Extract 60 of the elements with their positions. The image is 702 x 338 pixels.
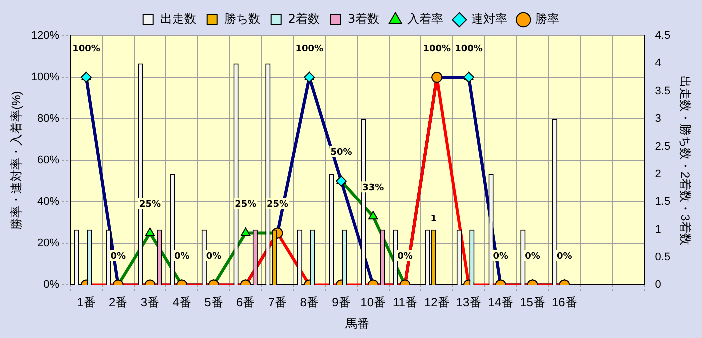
data-label: 0% bbox=[174, 252, 190, 262]
y2-tick-label: 4 bbox=[655, 58, 662, 70]
data-label: 100% bbox=[296, 44, 324, 54]
x-tick-label: 8番 bbox=[300, 296, 319, 310]
x-tick-label: 13番 bbox=[456, 296, 482, 310]
data-label: 100% bbox=[423, 44, 452, 54]
y2-tick-label: 0 bbox=[655, 279, 662, 292]
y-tick-label: 60% bbox=[38, 154, 60, 167]
legend-label: 入着率 bbox=[408, 12, 444, 26]
x-axis-title: 馬番 bbox=[344, 317, 370, 332]
data-label: 25% bbox=[235, 200, 257, 210]
y2-tick-label: 3.5 bbox=[655, 85, 671, 98]
legend-label: 3着数 bbox=[348, 12, 380, 26]
y-axis-title: 勝率・連対率・入着率(%) bbox=[10, 91, 24, 230]
y2-tick-label: 2.5 bbox=[655, 140, 671, 153]
legend-label: 勝ち数 bbox=[224, 12, 260, 26]
y2-tick-label: 4.5 bbox=[655, 30, 671, 42]
data-label: 0% bbox=[493, 252, 509, 262]
data-label: 1 bbox=[430, 214, 438, 225]
data-label: 0% bbox=[110, 252, 126, 262]
x-tick-label: 4番 bbox=[172, 296, 192, 310]
x-tick-label: 15番 bbox=[520, 296, 546, 310]
data-label: 0% bbox=[525, 252, 540, 262]
x-tick-label: 3番 bbox=[140, 296, 160, 310]
legend-label: 連対率 bbox=[472, 12, 508, 26]
data-label: 50% bbox=[330, 148, 352, 158]
y2-tick-label: 1.5 bbox=[655, 196, 671, 208]
data-label: 25% bbox=[139, 200, 161, 210]
x-tick-label: 5番 bbox=[204, 296, 224, 310]
data-label: 0% bbox=[206, 252, 222, 262]
y-tick-label: 80% bbox=[38, 113, 60, 126]
data-label: 100% bbox=[455, 44, 483, 54]
data-label: 33% bbox=[362, 184, 384, 194]
y2-tick-label: 3 bbox=[655, 113, 662, 126]
y-tick-label: 40% bbox=[38, 196, 60, 208]
x-tick-label: 9番 bbox=[332, 296, 351, 310]
data-label: 0% bbox=[398, 252, 413, 262]
y-tick-label: 20% bbox=[38, 238, 60, 250]
data-label: 100% bbox=[72, 44, 100, 54]
y2-axis-title: 出走数・勝ち数・2着数・3着数 bbox=[678, 76, 692, 246]
y2-tick-label: 1 bbox=[655, 224, 662, 236]
y2-tick-label: 2 bbox=[655, 168, 662, 180]
data-label: 25% bbox=[266, 200, 289, 210]
legend-label: 勝率 bbox=[536, 12, 560, 26]
x-tick-label: 14番 bbox=[488, 296, 514, 310]
x-tick-label: 10番 bbox=[360, 296, 386, 310]
data-label: 0% bbox=[556, 252, 572, 262]
x-tick-label: 12番 bbox=[424, 296, 450, 310]
legend-label: 2着数 bbox=[288, 12, 320, 26]
y-tick-label: 100% bbox=[31, 72, 60, 84]
x-tick-label: 7番 bbox=[268, 296, 288, 310]
legend-label: 出走数 bbox=[160, 12, 196, 26]
x-tick-label: 11番 bbox=[393, 296, 418, 310]
x-tick-label: 2番 bbox=[109, 296, 128, 310]
y-tick-label: 120% bbox=[31, 30, 60, 42]
x-tick-label: 16番 bbox=[552, 296, 578, 310]
y2-tick-label: 0.5 bbox=[655, 252, 671, 264]
x-tick-label: 6番 bbox=[236, 296, 256, 310]
x-tick-label: 1番 bbox=[77, 296, 96, 310]
y-tick-label: 0% bbox=[44, 279, 60, 292]
